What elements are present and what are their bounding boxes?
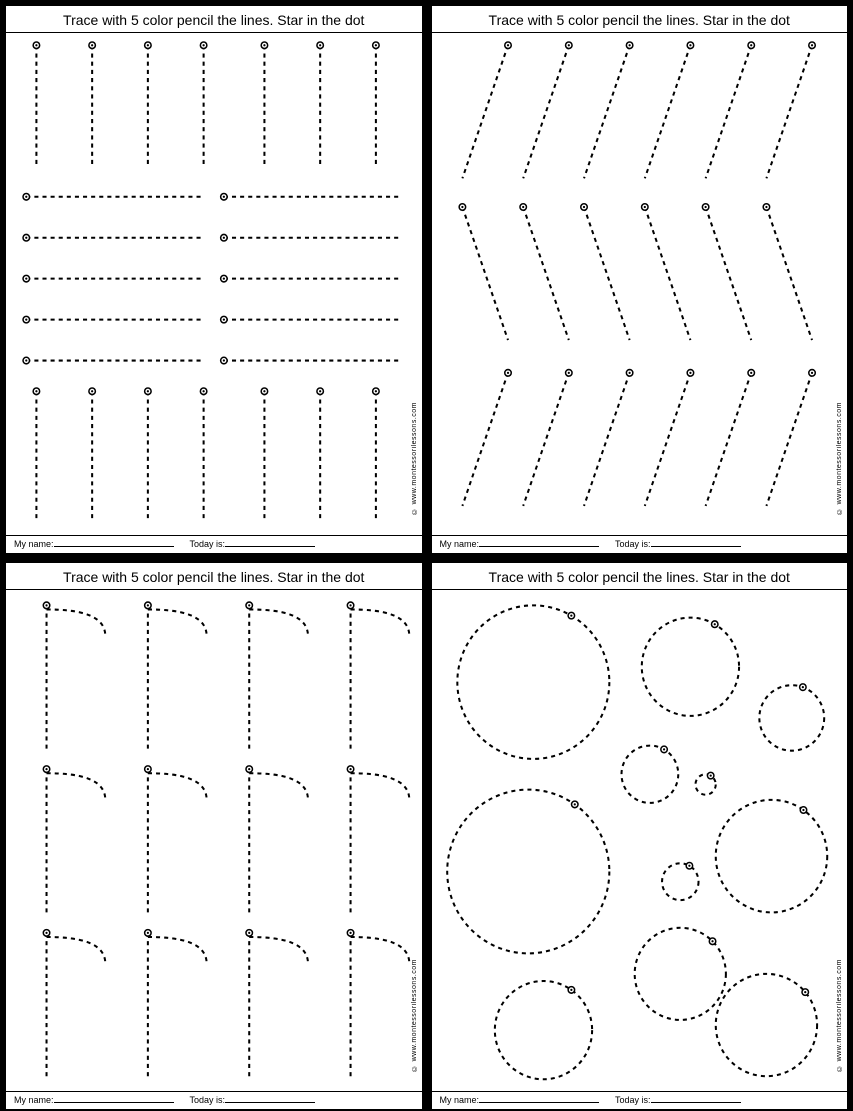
sheet-title: Trace with 5 color pencil the lines. Sta… bbox=[432, 563, 848, 589]
date-label: Today is: bbox=[615, 1095, 651, 1105]
copyright-text: © www.montessorilessons.com bbox=[411, 402, 418, 514]
copyright-text: © www.montessorilessons.com bbox=[836, 402, 843, 514]
tracing-canvas-curves bbox=[6, 590, 422, 1092]
date-label: Today is: bbox=[190, 539, 226, 549]
name-label: My name: bbox=[440, 539, 480, 549]
worksheet-panel-4: Trace with 5 color pencil the lines. Sta… bbox=[430, 561, 850, 1111]
sheet-footer: My name: Today is: bbox=[6, 1091, 422, 1109]
tracing-canvas-diagonals bbox=[432, 33, 848, 535]
sheet-title: Trace with 5 color pencil the lines. Sta… bbox=[6, 6, 422, 32]
date-blank[interactable] bbox=[225, 546, 315, 547]
sheet-footer: My name: Today is: bbox=[432, 1091, 848, 1109]
sheet-title: Trace with 5 color pencil the lines. Sta… bbox=[6, 563, 422, 589]
name-blank[interactable] bbox=[479, 546, 599, 547]
date-label: Today is: bbox=[615, 539, 651, 549]
tracing-canvas-lines bbox=[6, 33, 422, 535]
sheet-footer: My name: Today is: bbox=[432, 535, 848, 553]
copyright-text: © www.montessorilessons.com bbox=[836, 959, 843, 1071]
name-blank[interactable] bbox=[54, 546, 174, 547]
tracing-canvas-circles bbox=[432, 590, 848, 1092]
name-label: My name: bbox=[14, 539, 54, 549]
name-label: My name: bbox=[14, 1095, 54, 1105]
worksheet-panel-1: Trace with 5 color pencil the lines. Sta… bbox=[4, 4, 424, 555]
worksheet-panel-2: Trace with 5 color pencil the lines. Sta… bbox=[430, 4, 850, 555]
sheet-footer: My name: Today is: bbox=[6, 535, 422, 553]
date-blank[interactable] bbox=[651, 546, 741, 547]
copyright-text: © www.montessorilessons.com bbox=[411, 959, 418, 1071]
date-label: Today is: bbox=[190, 1095, 226, 1105]
worksheet-panel-3: Trace with 5 color pencil the lines. Sta… bbox=[4, 561, 424, 1111]
sheet-title: Trace with 5 color pencil the lines. Sta… bbox=[432, 6, 848, 32]
name-label: My name: bbox=[440, 1095, 480, 1105]
